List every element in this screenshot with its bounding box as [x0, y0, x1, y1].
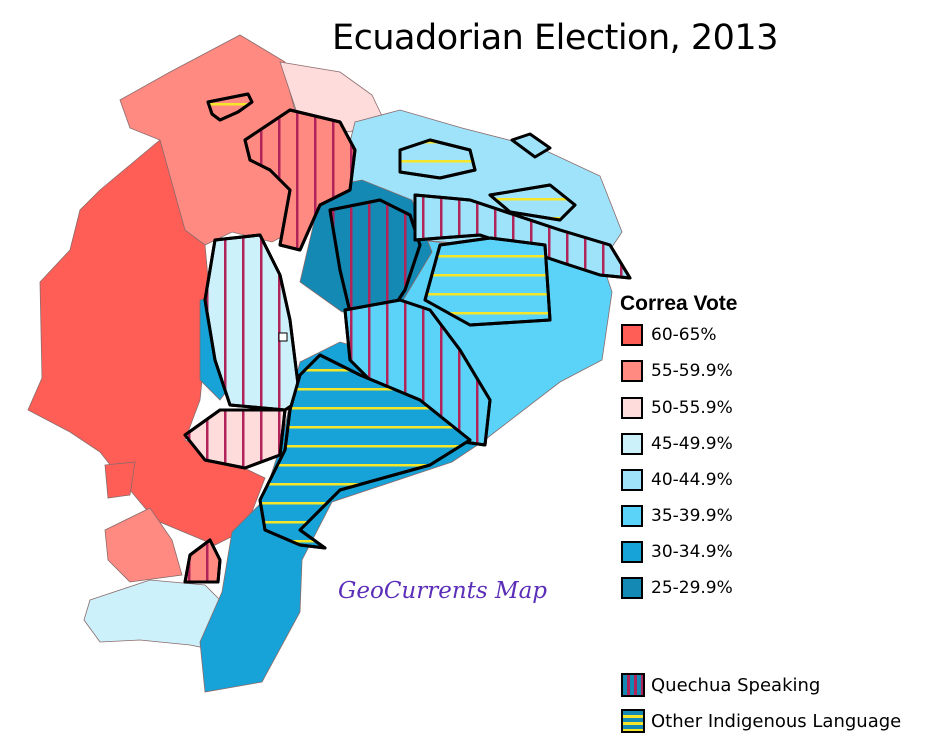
legend-label: Quechua Speaking [651, 674, 821, 696]
legend-label: 30-34.9% [651, 542, 733, 562]
legend-item: 35-39.9% [621, 503, 733, 529]
legend-swatch [621, 324, 643, 346]
legend-label: 40-44.9% [651, 470, 733, 490]
legend-swatch [621, 541, 643, 563]
watermark: GeoCurrents Map [338, 578, 547, 604]
legend-item: 30-34.9% [621, 539, 733, 565]
legend-label: 35-39.9% [651, 506, 733, 526]
legend-item: 45-49.9% [621, 431, 733, 457]
legend-title: Correa Vote [620, 292, 738, 315]
other-northeast-2 [510, 132, 552, 159]
map-title: Ecuadorian Election, 2013 [332, 18, 778, 58]
quechua-swatch [621, 673, 645, 697]
legend-label: 50-55.9% [651, 398, 733, 418]
legend-item: 60-65% [621, 322, 717, 348]
legend-item: 50-55.9% [621, 395, 733, 421]
legend-label: 45-49.9% [651, 434, 733, 454]
legend-pattern-other: Other Indigenous Language [621, 708, 901, 734]
legend-swatch [621, 397, 643, 419]
legend-swatch [621, 577, 643, 599]
other-indigenous-swatch [621, 709, 645, 733]
legend-label: 60-65% [651, 325, 717, 345]
legend-swatch [621, 433, 643, 455]
legend-item: 25-29.9% [621, 575, 733, 601]
legend-label: Other Indigenous Language [651, 710, 902, 732]
region-island [104, 461, 136, 499]
legend-swatch [621, 505, 643, 527]
legend-swatch [621, 360, 643, 382]
legend-item: 40-44.9% [621, 467, 733, 493]
legend-item: 55-59.9% [621, 358, 733, 384]
region-south-55-60 [104, 507, 183, 583]
legend-swatch [621, 469, 643, 491]
map-marker-icon [278, 332, 288, 342]
legend-label: 55-59.9% [651, 361, 733, 381]
legend-pattern-quechua: Quechua Speaking [621, 672, 820, 698]
region-coast-60-65 [27, 139, 266, 546]
legend-label: 25-29.9% [651, 578, 733, 598]
